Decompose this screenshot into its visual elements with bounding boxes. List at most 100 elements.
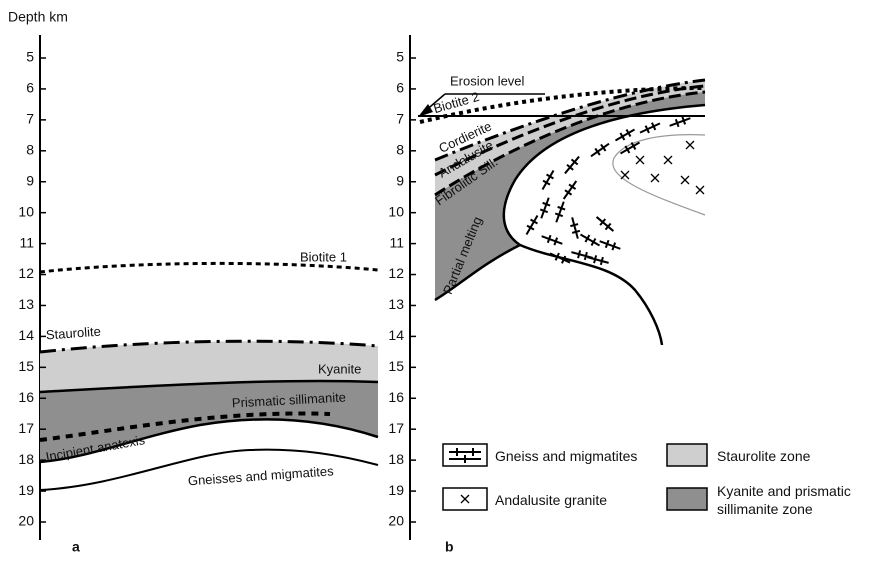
- symbol-stroke: [604, 222, 612, 231]
- gneiss-symbol: [590, 142, 610, 158]
- symbol-stroke: [555, 201, 565, 223]
- symbol-stroke: [583, 251, 588, 261]
- kyanite-isograd: [39, 379, 379, 394]
- gneiss-symbol: [564, 155, 580, 175]
- gneiss-symbol: [619, 141, 641, 155]
- gneiss-symbol: [539, 197, 551, 219]
- gneiss-symbol: [669, 116, 691, 128]
- zone-label: Biotite 2: [432, 89, 481, 116]
- granite-symbol: [685, 140, 695, 150]
- symbol-stroke: [619, 132, 626, 141]
- gneiss-symbol: [541, 234, 563, 246]
- symbol-stroke: [571, 229, 581, 234]
- granite-boundary: [612, 134, 706, 216]
- symbol-stroke: [624, 145, 631, 154]
- depth-tick-label: 11: [19, 234, 34, 250]
- depth-tick-label: 14: [388, 327, 404, 343]
- melting-boundary: [434, 103, 706, 302]
- depth-tick-label: 18: [388, 451, 404, 467]
- depth-tick-label: 5: [396, 49, 404, 65]
- gneiss-symbol: [595, 216, 615, 232]
- depth-tick-label: 13: [18, 296, 34, 312]
- kyanite-zone: [40, 380, 378, 462]
- symbol-stroke: [604, 239, 610, 249]
- cordierite-isograd: [434, 78, 706, 162]
- symbol-stroke: [546, 234, 552, 244]
- symbol-stroke: [630, 142, 637, 150]
- zone-label: Biotite 1: [300, 249, 347, 264]
- fibrolite-isograd: [434, 90, 706, 197]
- panel-label: b: [445, 539, 454, 555]
- symbol-stroke: [554, 252, 560, 261]
- symbol-stroke: [541, 235, 563, 245]
- symbol-stroke: [530, 218, 538, 225]
- depth-tick-label: 17: [18, 420, 34, 436]
- symbol-stroke: [541, 169, 555, 191]
- depth-tick-label: 9: [26, 172, 34, 188]
- symbol-stroke: [590, 142, 610, 158]
- symbol-stroke: [619, 141, 641, 155]
- gneiss-symbol: [579, 233, 601, 247]
- symbol-stroke: [568, 183, 577, 190]
- depth-tick-label: 18: [18, 451, 34, 467]
- gneiss-symbol: [562, 180, 578, 200]
- symbol-stroke: [557, 205, 566, 211]
- depth-tick-label: 20: [18, 513, 34, 529]
- symbol-stroke: [579, 233, 601, 247]
- staurolite-isograd: [39, 339, 379, 354]
- symbol-stroke: [587, 256, 609, 264]
- andalusite-isograd: [434, 84, 706, 177]
- symbol-stroke: [553, 237, 559, 246]
- zone-label: Gneisses and migmatites: [187, 463, 334, 488]
- symbol-stroke: [539, 208, 549, 214]
- symbol-stroke: [614, 128, 636, 142]
- symbol-stroke: [525, 214, 539, 236]
- granite-symbol: [650, 173, 660, 183]
- symbol-stroke: [577, 250, 582, 259]
- depth-tick-label: 15: [18, 358, 34, 374]
- symbol-stroke: [542, 179, 551, 186]
- symbol-stroke: [564, 189, 573, 196]
- staurolite-zone: [40, 341, 378, 392]
- kyanite-zone: [435, 92, 705, 300]
- symbol-stroke: [681, 116, 687, 125]
- depth-tick-label: 19: [388, 482, 404, 498]
- depth-tick-label: 8: [396, 142, 404, 158]
- symbol-stroke: [599, 218, 607, 226]
- gneiss-line: [39, 448, 379, 491]
- depth-tick-label: 17: [388, 420, 404, 436]
- symbol-stroke: [571, 217, 579, 239]
- granite-symbols: [620, 140, 705, 195]
- symbol-stroke: [570, 158, 579, 166]
- symbol-stroke: [611, 242, 617, 251]
- symbol-stroke: [584, 234, 591, 243]
- depth-tick-label: 13: [388, 296, 404, 312]
- symbol-stroke: [549, 252, 571, 264]
- gneiss-symbol: [587, 255, 609, 266]
- panel-a: Biotite 1 Staurolite Kyanite Prismatic s…: [39, 249, 379, 491]
- gneiss-symbol: [549, 252, 571, 264]
- zone-label: Erosion level: [450, 73, 525, 88]
- depth-tick-label: 14: [18, 327, 34, 343]
- depth-tick-label: 19: [18, 482, 34, 498]
- depth-tick-label: 12: [388, 265, 404, 281]
- panel-b: Erosion level Biotite 2 Cordierite Andal…: [418, 73, 706, 346]
- legend-swatch: [666, 443, 708, 467]
- depth-tick-label: 7: [396, 111, 404, 127]
- gneiss-symbol: [541, 169, 555, 191]
- granite-symbol: [680, 175, 690, 185]
- granite-symbol: [695, 185, 705, 195]
- gneiss-symbol: [599, 239, 621, 251]
- symbol-stroke: [561, 255, 567, 264]
- symbol-stroke: [625, 129, 632, 137]
- symbol-stroke: [540, 197, 550, 219]
- depth-tick-label: 16: [388, 389, 404, 405]
- symbol-stroke: [594, 147, 601, 156]
- legend-granite-symbol: [460, 494, 470, 504]
- arrow-head: [418, 104, 433, 117]
- symbol-stroke: [564, 155, 580, 175]
- depth-tick-label: 10: [18, 203, 34, 219]
- depth-tick-label: 6: [396, 80, 404, 96]
- symbol-stroke: [651, 122, 657, 131]
